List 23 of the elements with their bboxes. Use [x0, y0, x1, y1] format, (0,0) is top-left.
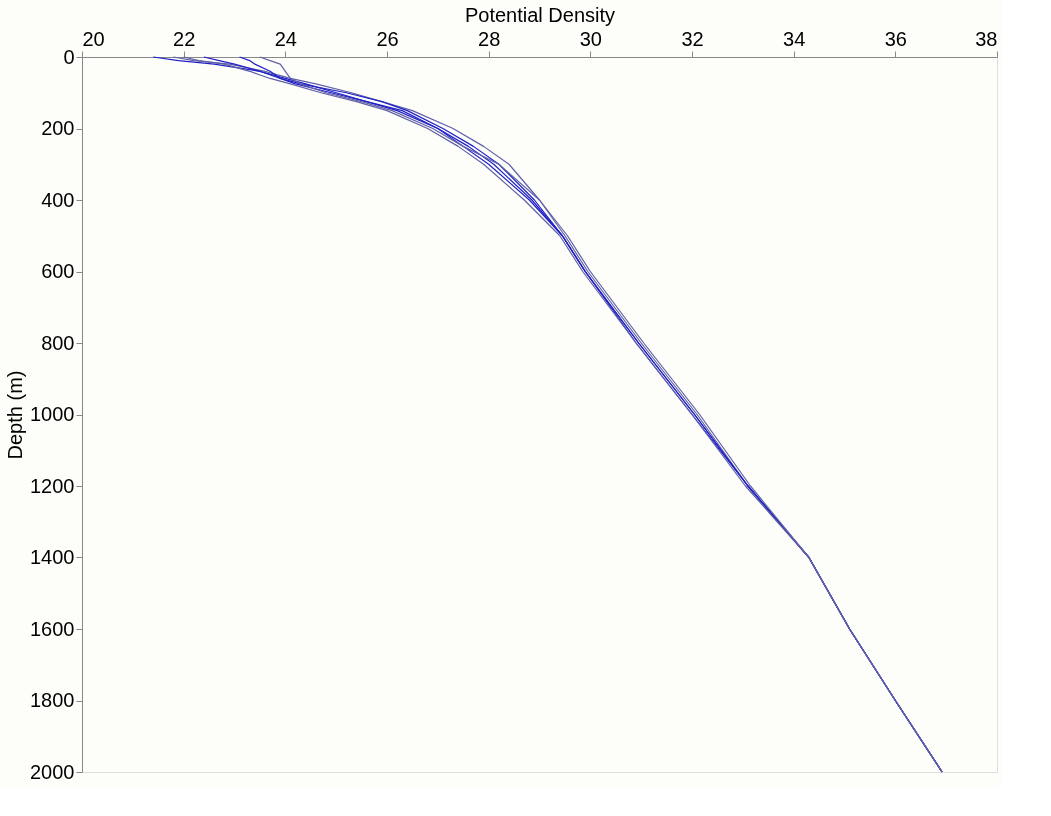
- y-tick-label: 1400: [30, 546, 75, 568]
- x-tick-label: 24: [274, 27, 297, 50]
- y-tick-label: 200: [41, 117, 75, 139]
- y-tick-label: 1600: [30, 617, 75, 640]
- y-tick-label: 800: [41, 331, 75, 354]
- y-tick-label: 0: [63, 45, 75, 68]
- x-tick-label: 32: [681, 27, 704, 50]
- x-tick-label: 20: [82, 27, 105, 50]
- x-tick-label: 34: [783, 27, 806, 50]
- x-tick-label: 26: [376, 27, 399, 50]
- y-tick-label: 600: [41, 260, 75, 282]
- y-axis-title: Depth (m): [4, 370, 27, 460]
- x-tick-label: 38: [975, 27, 998, 50]
- y-tick-label: 1800: [30, 689, 75, 711]
- x-tick-label: 30: [579, 27, 602, 50]
- x-tick-label: 28: [478, 27, 501, 50]
- x-tick-label: 36: [884, 27, 907, 50]
- y-tick-label: 1200: [30, 474, 75, 497]
- x-axis-title: Potential Density: [464, 3, 616, 26]
- y-tick-label: 1000: [30, 403, 75, 425]
- y-tick-label: 400: [41, 188, 75, 211]
- y-tick-label: 2000: [30, 760, 75, 783]
- x-tick-label: 22: [173, 27, 196, 50]
